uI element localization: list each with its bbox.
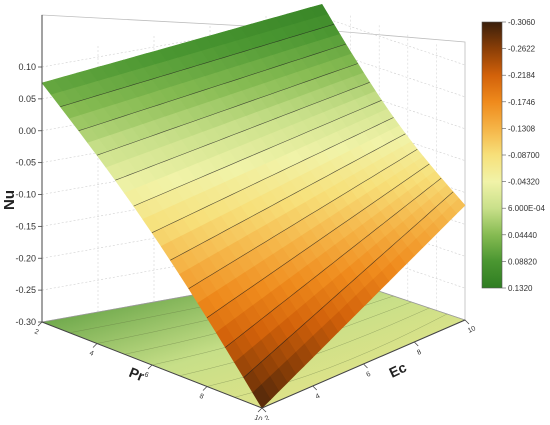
colorbar-label: -0.08700 [508,151,540,160]
surface-contour [115,82,370,181]
ec-tick-label: 4 [315,393,322,401]
ec-tick-label: 10 [467,325,477,335]
ec-tick [261,407,267,413]
pr-tick [37,321,43,327]
ec-tick-label: 8 [416,349,423,357]
z-tick-label: -0.05 [15,158,36,168]
surface-contour [96,63,358,156]
colorbar-label: -0.2622 [508,45,536,54]
ec-axis-ticks: 2 4 6 8 10 [261,319,477,423]
z-axis-ticks: 0.10 0.05 0.00 -0.05 -0.10 -0.15 -0.20 -0.25 -0.… [15,62,42,327]
colorbar-label: -0.3060 [508,18,536,27]
surface [41,3,466,409]
z-tick-label: 0.05 [18,94,36,104]
pr-axis-label: Pr [127,364,147,385]
z-tick-label: -0.30 [15,317,36,327]
pr-tick-label: 8 [198,393,204,401]
pr-tick [202,386,208,391]
z-tick-label: -0.15 [15,221,36,231]
ec-axis-label: Ec [387,359,409,381]
pr-tick [147,364,153,370]
surface-contour [243,191,454,378]
wall-gridline [321,16,466,66]
surface-contour [206,163,430,318]
surface-contour [78,43,346,131]
pr-tick-label: 2 [33,328,39,336]
colorbar-label: -0.1308 [508,124,536,133]
ec-tick-label: 2 [264,415,271,420]
ec-tick [413,341,419,347]
surface-contours [60,24,454,378]
z-tick-label: 0.10 [18,62,36,72]
ec-tick-label: 6 [365,371,372,379]
z-tick-label: -0.25 [15,285,36,295]
z-tick-label: 0.00 [18,126,36,136]
colorbar-labels: -0.3060 -0.2622 -0.2184 -0.1746 -0.1308 -0.08… [502,18,545,293]
pr-tick-label: 6 [143,371,149,379]
z-axis-label: Nu [1,190,18,210]
z-tick-label: -0.20 [15,253,36,263]
surface-contour [170,133,406,261]
ec-tick [312,385,318,391]
z-tick-label: -0.10 [15,190,36,200]
colorbar-label: -0.2184 [508,71,536,80]
pr-tick-label: 10 [253,414,263,420]
colorbar-label: 0.08820 [508,257,537,266]
pr-tick [92,343,98,348]
pr-tick-label: 4 [88,350,94,358]
colorbar-label: 0.1320 [508,284,533,293]
surface-contour [133,100,382,207]
surface-contour [60,24,334,107]
surface-contour [188,149,418,289]
ec-tick [363,363,368,369]
colorbar-label: -0.04320 [508,178,540,187]
surface-contour [225,177,442,348]
colorbar-ramp [481,21,503,289]
pr-axis-ticks: 2 4 6 8 10 [33,321,263,424]
colorbar-label: -0.1746 [508,98,536,107]
colorbar-label: 6.000E-04 [508,204,545,213]
pr-tick [257,407,263,413]
ec-tick [464,319,470,325]
surface-contour [151,117,394,233]
surface-patch [252,384,271,409]
colorbar-label: 0.04440 [508,231,537,240]
colorbar: -0.3060 -0.2622 -0.2184 -0.1746 -0.1308 -0.08… [481,18,545,293]
